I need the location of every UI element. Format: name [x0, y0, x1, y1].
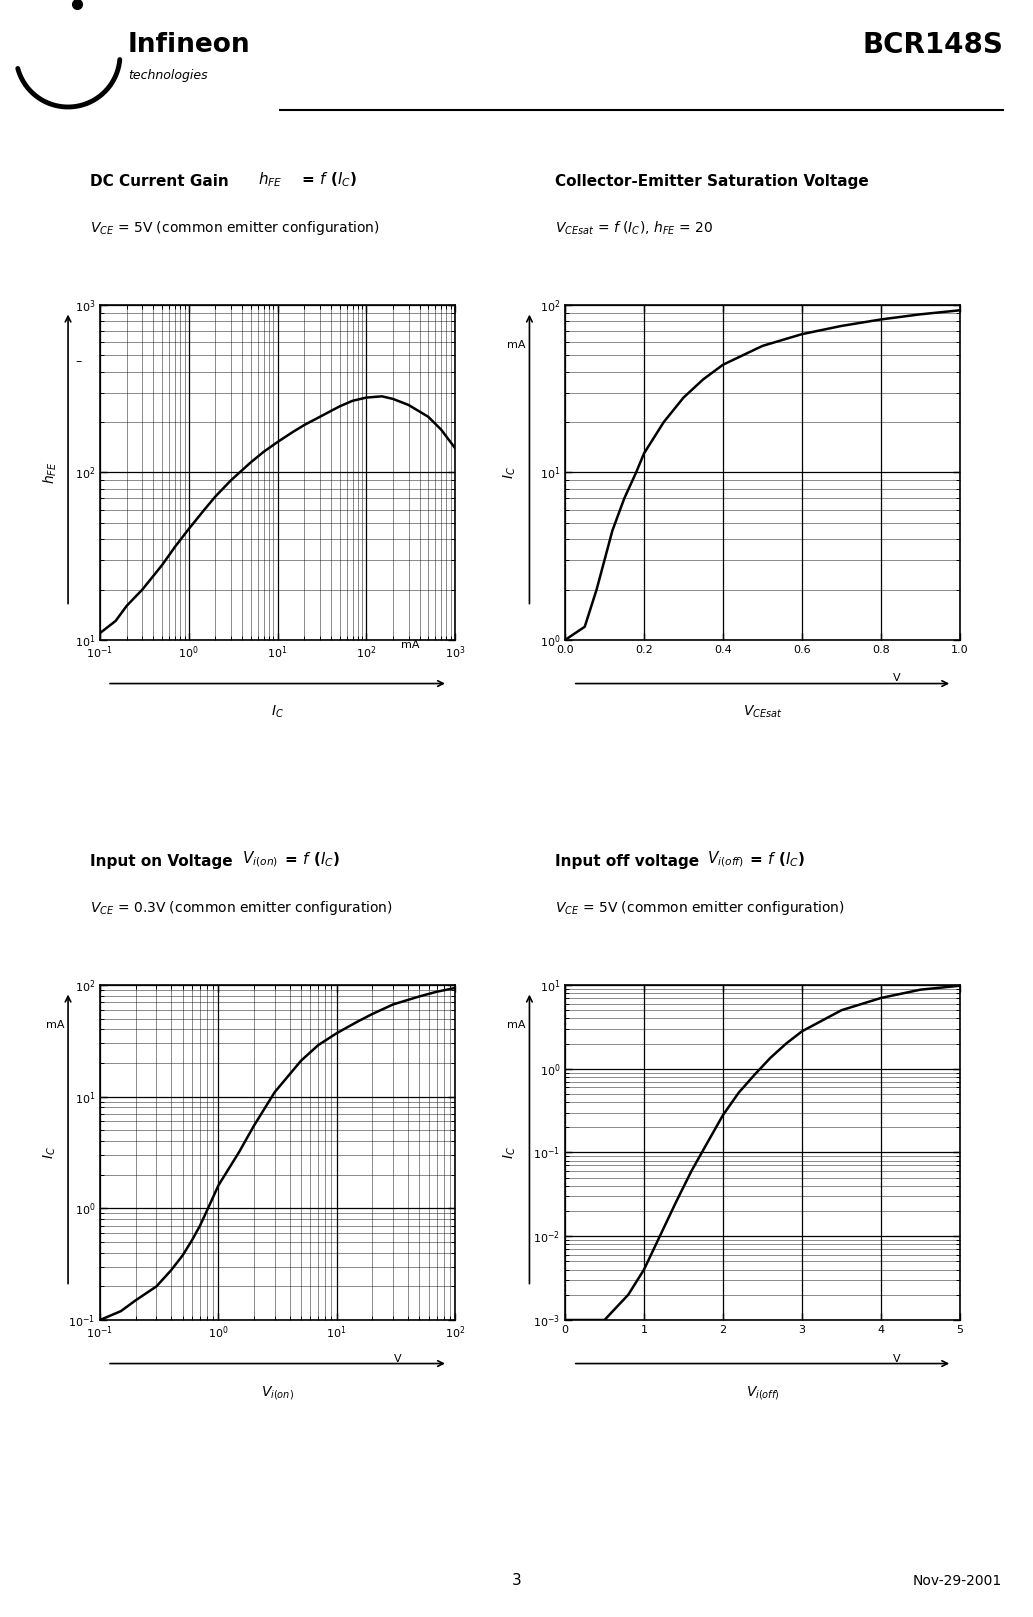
Text: = $f$ ($I_C$): = $f$ ($I_C$) — [279, 851, 340, 868]
Text: $I_C$: $I_C$ — [271, 703, 284, 720]
Text: –: – — [75, 356, 82, 369]
Text: = $f$ ($I_C$): = $f$ ($I_C$) — [296, 170, 357, 189]
Text: $I_C$: $I_C$ — [501, 466, 518, 479]
Text: V: V — [893, 1353, 901, 1363]
Text: $V_{i(off)}$: $V_{i(off)}$ — [746, 1384, 779, 1402]
Text: = $f$ ($I_C$): = $f$ ($I_C$) — [744, 851, 805, 868]
Text: $I_C$: $I_C$ — [42, 1146, 59, 1159]
Text: $V_{i(on)}$: $V_{i(on)}$ — [242, 849, 278, 868]
Text: $h_{FE}$: $h_{FE}$ — [258, 170, 283, 189]
Text: mA: mA — [507, 340, 526, 351]
Text: $I_C$: $I_C$ — [501, 1146, 518, 1159]
Text: $V_{CE}$ = 0.3V (common emitter configuration): $V_{CE}$ = 0.3V (common emitter configur… — [90, 899, 393, 917]
Text: BCR148S: BCR148S — [863, 31, 1003, 58]
Text: Collector-Emitter Saturation Voltage: Collector-Emitter Saturation Voltage — [555, 173, 869, 189]
Text: $h_{FE}$: $h_{FE}$ — [41, 461, 59, 483]
Text: mA: mA — [507, 1020, 526, 1030]
Text: Nov-29-2001: Nov-29-2001 — [913, 1573, 1002, 1588]
Text: technologies: technologies — [128, 68, 208, 81]
Text: $V_{i(on)}$: $V_{i(on)}$ — [261, 1384, 294, 1402]
Text: $V_{i(off)}$: $V_{i(off)}$ — [707, 849, 744, 868]
Text: DC Current Gain: DC Current Gain — [90, 173, 233, 189]
Text: 3: 3 — [511, 1573, 522, 1588]
Text: Input off voltage: Input off voltage — [555, 854, 710, 868]
Text: $V_{CEsat}$ = $f$ ($I_C$), $h_{FE}$ = 20: $V_{CEsat}$ = $f$ ($I_C$), $h_{FE}$ = 20 — [555, 220, 713, 238]
Text: $V_{CE}$ = 5V (common emitter configuration): $V_{CE}$ = 5V (common emitter configurat… — [90, 218, 379, 238]
Text: Input on Voltage: Input on Voltage — [90, 854, 243, 868]
Text: mA: mA — [46, 1020, 64, 1030]
Text: Infineon: Infineon — [128, 32, 251, 58]
Text: $V_{CE}$ = 5V (common emitter configuration): $V_{CE}$ = 5V (common emitter configurat… — [555, 899, 845, 917]
Text: $V_{CEsat}$: $V_{CEsat}$ — [743, 703, 782, 720]
Text: V: V — [893, 674, 901, 684]
Text: mA: mA — [402, 640, 419, 650]
Text: V: V — [395, 1353, 402, 1363]
